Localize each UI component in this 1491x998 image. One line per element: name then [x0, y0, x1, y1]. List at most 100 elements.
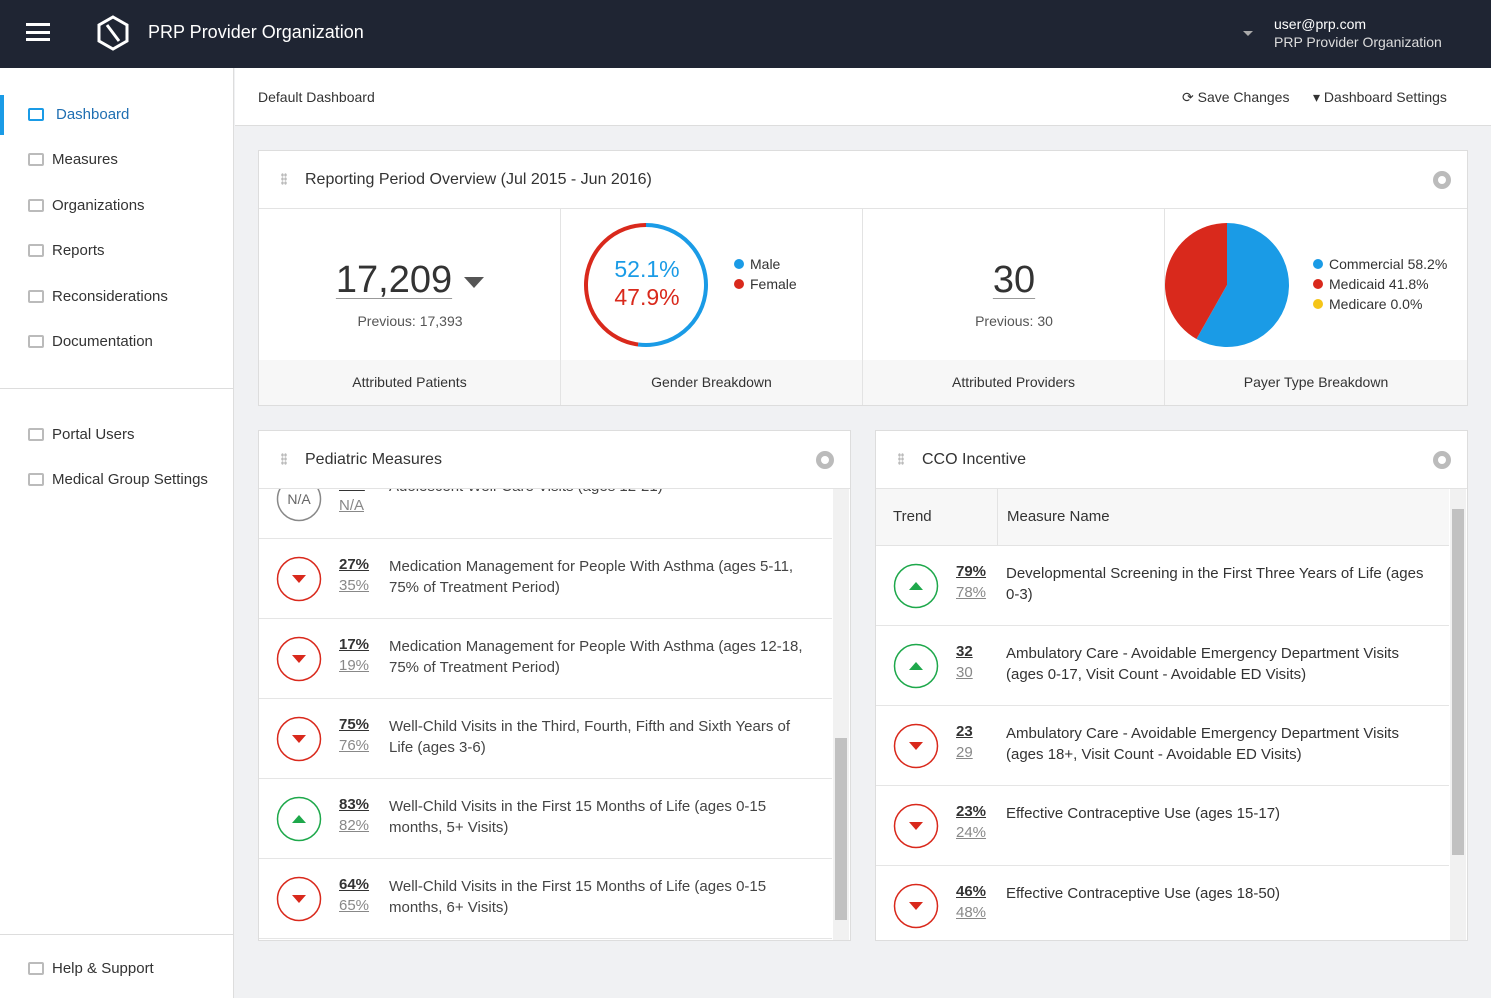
- nav-item[interactable]: Portal Users: [0, 415, 233, 455]
- current-value: 23: [956, 723, 973, 740]
- gender-legend: Male Female: [734, 254, 797, 294]
- donut-arc: [637, 223, 708, 347]
- trend-circle: [893, 883, 939, 929]
- current-value: 46%: [956, 883, 987, 900]
- trend-circle: [276, 796, 322, 842]
- divider: [0, 388, 233, 389]
- nav-item[interactable]: Organizations: [0, 186, 233, 226]
- save-label: Save Changes: [1197, 89, 1290, 105]
- nav-label: Measures: [52, 151, 118, 169]
- settings-label: Dashboard Settings: [1323, 89, 1447, 105]
- legend-label: Medicaid: [1329, 276, 1386, 292]
- trend-icon: [893, 643, 939, 689]
- legend-dot: [734, 279, 744, 289]
- measure-name: Adolescent Well-Care Visits (ages 12-21): [389, 489, 814, 497]
- nav-item[interactable]: Dashboard: [0, 95, 233, 135]
- measure-name: Well-Child Visits in the First 15 Months…: [389, 798, 767, 836]
- measure-name: Medication Management for People With As…: [389, 638, 803, 676]
- measure-row[interactable]: 23% 24% Effective Contraceptive Use (ages …: [876, 786, 1449, 866]
- legend-dot: [1313, 279, 1323, 289]
- nav-item[interactable]: Medical Group Settings: [0, 460, 233, 500]
- previous-value: 30: [956, 664, 973, 681]
- current-value: 79%: [956, 563, 987, 580]
- pie-slice: [1165, 223, 1227, 339]
- save-button[interactable]: ⟳ Save Changes: [1182, 89, 1290, 105]
- donut-labels: 52.1% 47.9%: [585, 255, 709, 311]
- measure-row[interactable]: 79% 78% Developmental Screening in the Fir…: [876, 546, 1449, 626]
- previous-value: 29: [956, 744, 973, 761]
- card-header: CCO Incentive: [876, 431, 1467, 489]
- legend-item: Commercial 58.2%: [1313, 254, 1447, 274]
- gender-donut: [584, 223, 708, 347]
- measure-row[interactable]: 83% 82% Well-Child Visits in the First 15 …: [259, 779, 832, 859]
- measure-row[interactable]: 23 29 Ambulatory Care - Avoidable Emergenc…: [876, 706, 1449, 786]
- previous-value: 35%: [339, 577, 370, 594]
- app-name: PRP Provider Organization: [148, 22, 364, 42]
- nav-item[interactable]: Documentation: [0, 322, 233, 362]
- user-email: user@prp.com: [1274, 16, 1367, 32]
- measure-row[interactable]: 75% 76% Well-Child Visits in the Third, Fo…: [259, 699, 832, 779]
- trend-arrow: [292, 575, 306, 583]
- current-value: N/A: [339, 489, 365, 493]
- settings-gear[interactable]: [816, 451, 834, 469]
- nav-item[interactable]: Reconsiderations: [0, 277, 233, 317]
- trend-arrow: [909, 582, 923, 590]
- providers-value: 30: [992, 259, 1036, 301]
- previous-value: 78%: [956, 584, 987, 601]
- trend-arrow: [292, 895, 306, 903]
- measure-row[interactable]: 17% 19% Medication Management for People W…: [259, 619, 832, 699]
- nav-icon: [28, 335, 44, 348]
- user-org: PRP Provider Organization: [1274, 34, 1442, 50]
- help-label: Help & Support: [52, 960, 154, 977]
- current-value: 27%: [339, 556, 370, 573]
- current-value: 83%: [339, 796, 370, 813]
- trend-badge: N/A: [287, 491, 311, 507]
- trend-arrow: [292, 815, 306, 823]
- scrollbar[interactable]: [833, 489, 849, 940]
- nav-label: Dashboard: [56, 106, 130, 123]
- help-link[interactable]: Help & Support: [0, 949, 233, 989]
- measure-row[interactable]: 27% 35% Medication Management for People W…: [259, 539, 832, 619]
- trend-circle: [893, 643, 939, 689]
- legend-label: Female: [750, 276, 797, 292]
- nav-icon: [28, 289, 44, 303]
- payer-cell: Commercial 58.2% Medicaid 41.8% Medicare 0…: [1165, 209, 1467, 405]
- menu-button[interactable]: [26, 23, 50, 41]
- measure-row[interactable]: N/A N/A N/A Adolescent Well-Care Visits (ag…: [259, 489, 832, 539]
- measure-name: Ambulatory Care - Avoidable Emergency De…: [1006, 725, 1399, 763]
- settings-gear[interactable]: [1433, 171, 1451, 189]
- gender-cell: 52.1% 47.9% Male Female Gender Breakdown: [561, 209, 863, 405]
- settings-button[interactable]: ▾ Dashboard Settings: [1313, 89, 1447, 105]
- legend-label: Commercial: [1329, 256, 1404, 272]
- trend-circle: [893, 803, 939, 849]
- trend-circle: [276, 489, 322, 522]
- previous-value: 82%: [339, 817, 370, 834]
- measure-row[interactable]: 64% 65% Well-Child Visits in the First 15 …: [259, 859, 832, 939]
- scrollbar[interactable]: [1450, 489, 1466, 940]
- nav-label: Documentation: [52, 333, 153, 350]
- trend-circle: [276, 636, 322, 682]
- user-dropdown[interactable]: [1243, 31, 1253, 41]
- trend-circle: [276, 556, 322, 602]
- card-title: CCO Incentive: [922, 451, 1027, 468]
- measure-row[interactable]: 46% 48% Effective Contraceptive Use (ages …: [876, 866, 1449, 940]
- nav-label: Reconsiderations: [52, 287, 168, 305]
- cell-caption: Payer Type Breakdown: [1165, 360, 1467, 405]
- legend-item: Male: [734, 254, 797, 274]
- trend-arrow: [292, 735, 306, 743]
- nav-item[interactable]: Reports: [0, 231, 233, 271]
- trend-icon: [276, 636, 322, 682]
- trend-icon: [893, 563, 939, 609]
- legend-dot: [734, 259, 744, 269]
- table-header: Trend Measure Name: [876, 489, 1449, 546]
- trend-icon: [893, 803, 939, 849]
- card-header: Reporting Period Overview (Jul 2015 - Ju…: [259, 151, 1467, 209]
- measure-name: Effective Contraceptive Use (ages 18-50): [1006, 885, 1281, 902]
- trend-arrow: [909, 902, 923, 910]
- measure-list: N/A N/A N/A Adolescent Well-Care Visits (ag…: [259, 489, 832, 940]
- settings-gear[interactable]: [1433, 451, 1451, 469]
- overview-card: Reporting Period Overview (Jul 2015 - Ju…: [258, 150, 1468, 406]
- card-title: Reporting Period Overview (Jul 2015 - Ju…: [305, 171, 652, 188]
- nav-item[interactable]: Measures: [0, 140, 233, 180]
- measure-row[interactable]: 32 30 Ambulatory Care - Avoidable Emergenc…: [876, 626, 1449, 706]
